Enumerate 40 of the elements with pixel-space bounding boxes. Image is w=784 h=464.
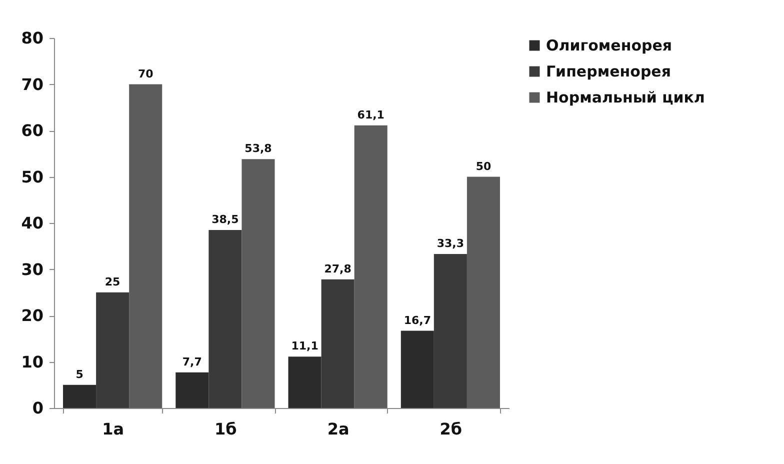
data-label: 27,8 (324, 262, 352, 276)
data-label: 38,5 (212, 212, 239, 226)
bar (434, 254, 467, 408)
y-tick-label: 70 (21, 74, 44, 94)
bar (96, 292, 130, 408)
data-label: 7,7 (182, 355, 202, 368)
y-tick-label: 60 (21, 121, 44, 140)
bar (466, 176, 500, 408)
legend-label: Гиперменорея (546, 62, 671, 80)
y-tick-label: 0 (32, 398, 44, 418)
bar (242, 159, 275, 408)
data-label: 53,8 (244, 142, 272, 156)
legend-label: Олигоменорея (546, 36, 672, 54)
bar (63, 384, 96, 408)
y-tick-label: 80 (21, 28, 44, 48)
data-label: 70 (138, 67, 154, 80)
bar (400, 330, 434, 408)
data-label: 5 (76, 368, 84, 381)
y-tick-label: 30 (21, 260, 44, 279)
data-label: 11,1 (291, 340, 318, 353)
data-label: 61,1 (357, 108, 384, 122)
x-tick-label: 2а (327, 420, 350, 438)
x-tick-label: 1а (102, 420, 124, 438)
data-label: 25 (104, 275, 120, 288)
bar (354, 125, 388, 408)
data-label: 16,7 (404, 314, 431, 327)
y-tick-label: 20 (21, 306, 44, 325)
y-tick-label: 10 (21, 352, 44, 372)
bar (208, 230, 242, 408)
y-tick-label: 50 (21, 167, 44, 186)
bar (129, 84, 162, 408)
bar (288, 356, 322, 408)
bar (176, 372, 209, 408)
data-label: 33,3 (436, 236, 464, 250)
x-tick-label: 2б (440, 420, 462, 438)
x-tick-label: 1б (214, 420, 237, 438)
data-label: 50 (476, 160, 492, 173)
legend-label: Нормальный цикл (546, 88, 705, 106)
bar (321, 279, 354, 408)
y-tick-label: 40 (21, 214, 44, 232)
